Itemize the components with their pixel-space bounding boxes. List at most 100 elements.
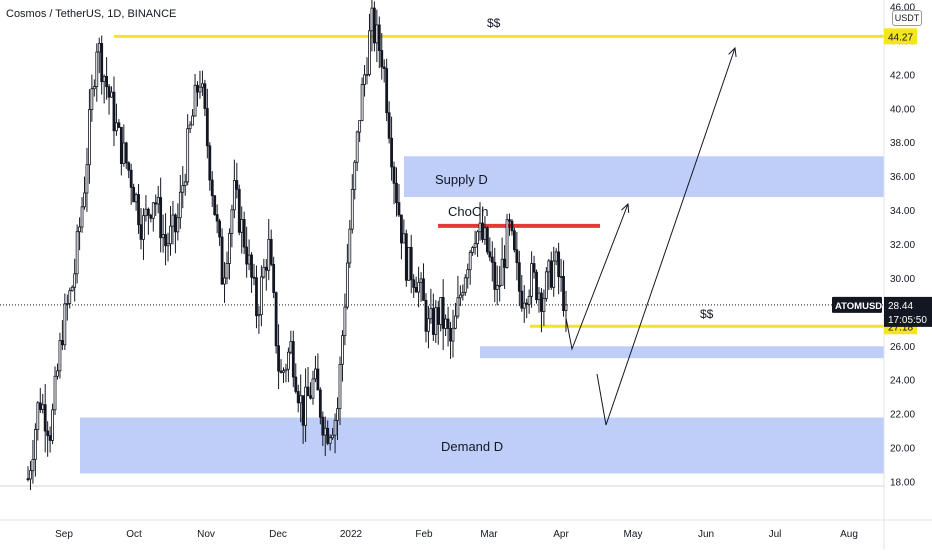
candle (198, 70, 202, 99)
candle (169, 206, 172, 256)
candle (505, 213, 509, 269)
candle (159, 177, 163, 253)
candle (294, 363, 298, 394)
candle (318, 387, 322, 425)
candle (513, 227, 516, 253)
candle (456, 275, 460, 319)
candle (78, 217, 81, 251)
candle (446, 306, 450, 347)
x-tick-label: Oct (126, 529, 142, 540)
candle (328, 434, 332, 451)
y-tick-label: 24.00 (890, 376, 915, 387)
candle (201, 70, 204, 96)
candle (188, 121, 192, 134)
candle (468, 250, 472, 285)
y-tick-label: 40.00 (890, 104, 915, 115)
candle (29, 460, 32, 491)
candle (134, 192, 138, 211)
zone-small-demand (480, 346, 884, 359)
candle (245, 226, 249, 278)
choch-label: ChoCh (448, 204, 488, 219)
candle (142, 208, 145, 260)
candle (368, 13, 371, 77)
candle (525, 298, 529, 319)
candle (375, 9, 379, 63)
current-price-badge (884, 296, 932, 327)
candle (250, 252, 253, 293)
candle (301, 395, 305, 444)
candle (515, 231, 519, 281)
candle (95, 43, 99, 102)
candle (149, 213, 153, 223)
candle (316, 353, 320, 391)
candle (422, 263, 425, 301)
candle (80, 197, 84, 233)
candle (85, 147, 89, 212)
candle (473, 230, 477, 255)
candle (488, 237, 492, 262)
y-tick-label: 42.00 (890, 70, 915, 81)
x-tick-label: Sep (55, 529, 73, 540)
annotations: Supply D Demand D $$ $$ ChoCh (435, 16, 737, 454)
candle (412, 274, 416, 298)
candle (299, 374, 303, 423)
candle (262, 258, 266, 279)
candle (478, 202, 482, 241)
candle (544, 267, 548, 302)
candle (115, 103, 118, 136)
candle (495, 265, 499, 306)
candle (476, 230, 479, 257)
candle (321, 411, 325, 447)
candle (264, 259, 268, 291)
candle (353, 159, 357, 200)
candle (56, 363, 59, 380)
zone-demand (80, 417, 884, 474)
symbol-badge (832, 296, 882, 313)
candle (124, 141, 128, 169)
candle (31, 440, 35, 484)
candle (210, 171, 214, 207)
candle (341, 330, 344, 382)
x-tick-label: 2022 (340, 529, 363, 540)
candle (73, 258, 77, 302)
candle (431, 293, 435, 341)
candle (146, 207, 150, 235)
candle (289, 330, 293, 355)
candle (530, 251, 534, 308)
x-tick-label: Jul (769, 529, 782, 540)
candle (267, 218, 271, 281)
currency-unit-badge[interactable]: USDT (892, 10, 922, 26)
candle (205, 88, 209, 159)
candle (483, 216, 487, 245)
candle (407, 246, 411, 281)
candle (395, 167, 398, 217)
candle (183, 173, 187, 196)
candle (279, 359, 283, 374)
level-price-badge (884, 28, 917, 45)
y-tick-label: 22.00 (890, 410, 915, 421)
candle (48, 426, 52, 453)
candle (377, 16, 381, 69)
candle (409, 234, 413, 294)
candle (520, 275, 524, 312)
candle (314, 355, 317, 383)
candle (348, 219, 352, 268)
candle (112, 76, 116, 147)
candle (65, 294, 69, 321)
candle (554, 248, 558, 266)
demand-zone-label: Demand D (441, 439, 503, 454)
candle (33, 423, 37, 477)
liquidity-label: $$ (487, 16, 501, 30)
candle (186, 114, 190, 186)
candle (139, 208, 143, 250)
candle (562, 260, 565, 317)
candle (100, 35, 104, 95)
x-tick-label: Dec (269, 529, 287, 540)
candle (53, 366, 57, 415)
y-tick-label: 26.00 (890, 342, 915, 353)
candle (311, 370, 315, 405)
candle (164, 213, 167, 266)
